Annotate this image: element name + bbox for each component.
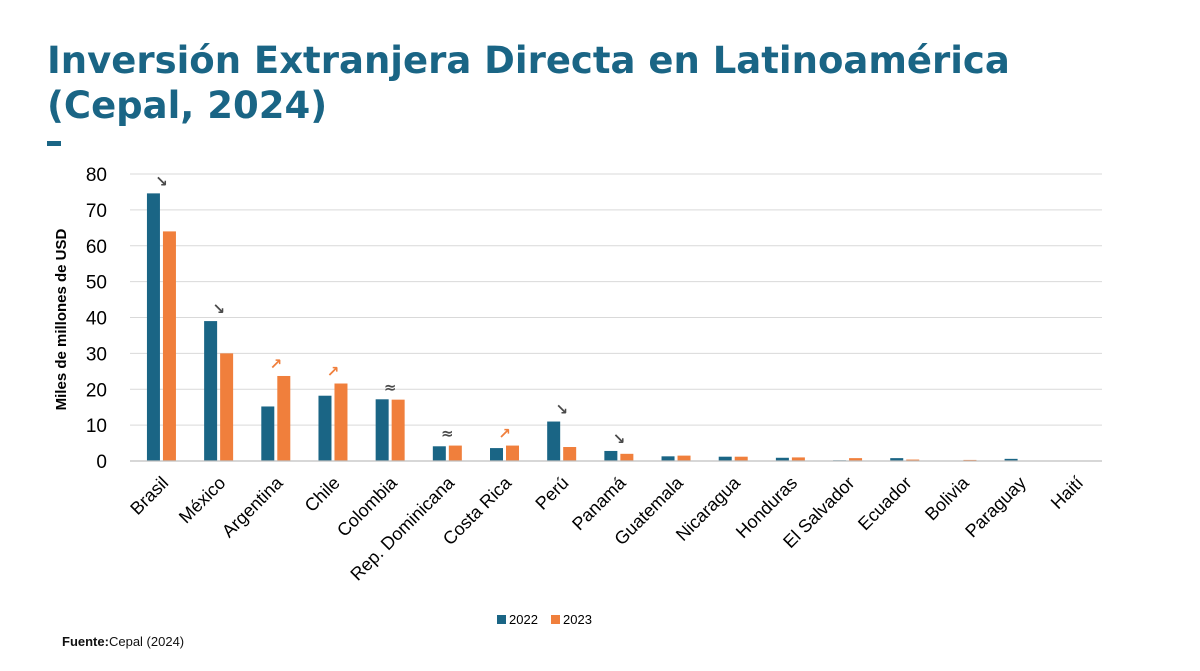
- x-tick-label: Bolivia: [921, 472, 973, 524]
- trend-marker-flat: ≈: [441, 425, 454, 443]
- legend-swatch-2023: [551, 615, 560, 624]
- x-tick-label: Perú: [531, 473, 572, 514]
- bar-2022: [604, 450, 618, 461]
- bar-2022: [718, 456, 732, 461]
- bar-2022: [890, 458, 904, 461]
- y-tick-label: 10: [86, 416, 107, 437]
- y-tick-label: 60: [86, 237, 107, 258]
- bar-2022: [661, 456, 675, 461]
- y-tick-label: 50: [86, 273, 107, 294]
- bar-2023: [677, 455, 691, 461]
- bar-2023: [506, 445, 520, 461]
- x-tick-label: Paraguay: [961, 473, 1030, 542]
- legend-swatch-2022: [497, 615, 506, 624]
- x-tick-label: Ecuador: [854, 473, 916, 535]
- trend-marker-up: ↗: [498, 425, 511, 443]
- bar-2022: [432, 446, 446, 461]
- source-text: Cepal (2024): [108, 634, 185, 649]
- trend-marker-down: ↘: [212, 300, 225, 318]
- bar-2023: [162, 231, 176, 461]
- bar-2022: [261, 406, 275, 461]
- bar-2023: [391, 399, 405, 461]
- bar-2022: [547, 421, 561, 461]
- bar-2023: [734, 456, 748, 461]
- bar-2022: [318, 395, 332, 461]
- y-axis-label: Miles de millones de USD: [53, 228, 70, 410]
- y-tick-label: 70: [86, 201, 107, 222]
- y-tick-label: 30: [86, 344, 107, 365]
- bar-2022: [490, 448, 504, 461]
- y-tick-label: 80: [86, 165, 107, 186]
- bar-2022: [375, 399, 389, 461]
- trend-marker-down: ↘: [555, 401, 568, 419]
- bar-2023: [334, 383, 348, 461]
- bar-2023: [849, 458, 863, 461]
- y-tick-label: 20: [86, 380, 107, 401]
- title-line-1: Inversión Extranjera Directa en Latinoam…: [47, 39, 1010, 82]
- x-tick-label: México: [175, 473, 229, 527]
- x-tick-label: Haití: [1047, 473, 1087, 513]
- bar-2022: [1004, 458, 1018, 461]
- page-title: Inversión Extranjera Directa en Latinoam…: [47, 38, 1010, 128]
- y-tick-label: 40: [86, 309, 107, 330]
- bar-2023: [220, 353, 234, 461]
- title-line-2: (Cepal, 2024): [47, 84, 328, 127]
- trend-marker-flat: ≈: [384, 378, 397, 396]
- bar-2022: [146, 193, 160, 461]
- source-note: Fuente:Cepal (2024): [62, 634, 185, 649]
- y-tick-label: 0: [96, 452, 107, 473]
- bar-2023: [563, 447, 577, 461]
- title-underline-dash: [47, 141, 61, 146]
- legend-label-2022: 2022: [509, 612, 538, 627]
- trend-marker-up: ↗: [327, 363, 340, 381]
- x-tick-label: Brasil: [126, 473, 172, 519]
- bar-2023: [277, 375, 291, 461]
- bar-2022: [775, 457, 789, 461]
- bar-2023: [791, 457, 805, 461]
- trend-marker-down: ↘: [613, 430, 626, 448]
- bar-2023: [906, 459, 920, 461]
- trend-marker-up: ↗: [270, 355, 283, 373]
- x-tick-label: Chile: [301, 473, 344, 516]
- legend-label-2023: 2023: [563, 612, 592, 627]
- source-label: Fuente: [62, 634, 105, 649]
- bar-2022: [204, 321, 218, 461]
- x-tick-label: Rep. Dominicana: [346, 472, 458, 584]
- trend-marker-down: ↘: [155, 172, 168, 190]
- x-tick-label: Argentina: [218, 472, 287, 541]
- bar-2023: [620, 453, 634, 461]
- bar-2023: [448, 445, 462, 461]
